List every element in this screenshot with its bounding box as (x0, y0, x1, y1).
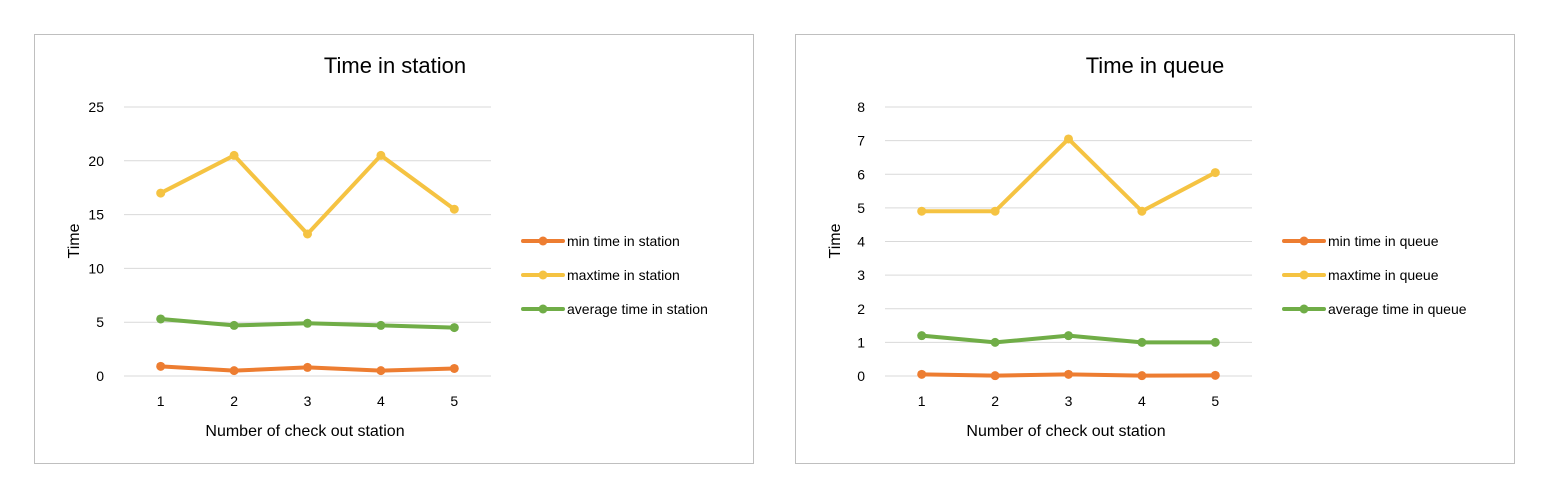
data-point (1137, 371, 1147, 381)
chart-title: Time in station (324, 53, 466, 78)
legend-marker (1299, 270, 1309, 280)
y-tick-label: 0 (96, 368, 104, 384)
data-point (917, 369, 927, 379)
y-tick-label: 1 (857, 334, 865, 350)
y-tick-label: 25 (88, 99, 104, 115)
data-point (1064, 369, 1073, 379)
data-point (156, 314, 166, 324)
legend-label: maxtime in station (567, 267, 680, 283)
legend-marker (538, 304, 548, 314)
y-tick-label: 10 (88, 260, 104, 276)
data-point (303, 318, 312, 328)
data-point (1210, 337, 1220, 347)
chart-time-in-queue: Time in queue 0 1 2 3 4 5 6 7 8 1 2 3 4 5 Number of c… (795, 34, 1515, 464)
data-point (303, 362, 312, 372)
legend-marker (538, 236, 548, 246)
y-tick-label: 3 (857, 267, 865, 283)
chart-svg-time-in-station: Time in station 0 5 10 15 20 25 1 2 3 4 5 Number o… (66, 53, 708, 440)
x-tick-label: 4 (377, 393, 385, 409)
data-point (156, 188, 166, 198)
legend-label: min time in queue (1328, 233, 1439, 249)
y-tick-label: 20 (88, 153, 104, 169)
chart-title: Time in queue (1086, 53, 1225, 78)
legend: min time in queue maxtime in queue average… (1282, 233, 1467, 317)
x-tick-label: 2 (230, 393, 238, 409)
y-tick-label: 8 (857, 99, 865, 115)
chart-svg-time-in-queue: Time in queue 0 1 2 3 4 5 6 7 8 1 2 3 4 5 Number of c… (827, 53, 1467, 440)
data-point (449, 363, 459, 373)
x-tick-label: 4 (1138, 393, 1146, 409)
legend-label: average time in queue (1328, 301, 1467, 317)
y-tick-label: 15 (88, 207, 104, 223)
data-point (1137, 337, 1147, 347)
x-tick-label: 5 (1211, 393, 1219, 409)
data-point (229, 366, 239, 376)
y-axis-label: Time (827, 223, 844, 258)
x-axis-label: Number of check out station (966, 423, 1165, 440)
x-tick-label: 1 (157, 393, 165, 409)
legend-label: maxtime in queue (1328, 267, 1439, 283)
legend-marker (538, 270, 548, 280)
data-point (376, 150, 386, 160)
y-tick-label: 5 (857, 200, 865, 216)
legend: min time in station maxtime in station ave… (521, 233, 708, 317)
data-point (917, 331, 927, 341)
x-axis-label: Number of check out station (205, 423, 404, 440)
data-point (303, 229, 312, 239)
chart-time-in-station: Time in station 0 5 10 15 20 25 1 2 3 4 5 Number o… (34, 34, 754, 464)
data-point (449, 204, 459, 214)
legend-marker (1299, 236, 1309, 246)
data-point (1064, 331, 1073, 341)
y-tick-label: 2 (857, 301, 865, 317)
series-line (158, 153, 457, 236)
y-tick-label: 4 (857, 234, 865, 250)
data-point (990, 337, 1000, 347)
data-point (229, 320, 239, 330)
legend-label: average time in station (567, 301, 708, 317)
data-point (1137, 206, 1147, 216)
y-tick-label: 7 (857, 133, 865, 149)
x-tick-label: 5 (450, 393, 458, 409)
x-tick-label: 2 (991, 393, 999, 409)
x-tick-label: 1 (918, 393, 926, 409)
data-point (917, 206, 927, 216)
y-tick-label: 6 (857, 166, 865, 182)
y-tick-label: 0 (857, 368, 865, 384)
x-tick-label: 3 (304, 393, 312, 409)
x-tick-label: 3 (1065, 393, 1073, 409)
legend-label: min time in station (567, 233, 680, 249)
legend-marker (1299, 304, 1309, 314)
data-point (1210, 168, 1220, 178)
data-point (376, 320, 386, 330)
data-point (156, 361, 166, 371)
data-point (449, 323, 459, 333)
data-point (229, 150, 239, 160)
y-axis-label: Time (66, 223, 83, 258)
data-point (990, 206, 1000, 216)
y-tick-label: 5 (96, 314, 104, 330)
data-point (1210, 370, 1220, 380)
data-point (990, 371, 1000, 381)
data-point (376, 366, 386, 376)
series-line (919, 136, 1218, 214)
data-point (1064, 134, 1073, 144)
